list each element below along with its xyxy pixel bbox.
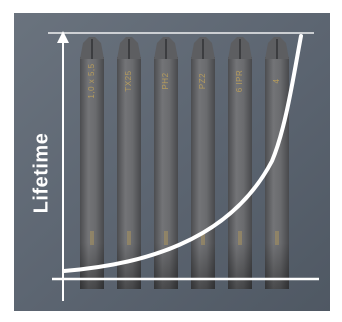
bit-shading bbox=[80, 57, 104, 289]
screwdriver-bits: 1,0 x 5,5 TX25 PH2 PZ2 6 IPR 4 bbox=[80, 37, 289, 289]
bit-4: PZ2 bbox=[191, 37, 215, 289]
axis-label-lifetime: Lifetime bbox=[30, 132, 53, 214]
graphic-frame: 1,0 x 5,5 TX25 PH2 PZ2 6 IPR 4 Lifetime bbox=[14, 13, 330, 311]
bit-shading bbox=[265, 57, 289, 289]
bit-size-mark bbox=[90, 231, 94, 245]
bit-shading bbox=[191, 57, 215, 289]
axis-arrow-icon bbox=[57, 31, 69, 43]
bit-3: PH2 bbox=[154, 37, 178, 289]
bit-2: TX25 bbox=[117, 37, 141, 289]
bit-tip-code: 6 IPR bbox=[235, 70, 244, 93]
bit-6: 4 bbox=[265, 37, 289, 289]
bit-shading bbox=[228, 57, 252, 289]
bit-size-mark bbox=[201, 231, 205, 245]
bit-size-mark bbox=[127, 231, 131, 245]
bit-size-mark bbox=[275, 231, 279, 245]
bit-shading bbox=[117, 57, 141, 289]
bit-tip-code: PZ2 bbox=[198, 73, 207, 89]
bit-5: 6 IPR bbox=[228, 37, 252, 289]
bit-tip-code: 4 bbox=[272, 78, 281, 83]
bit-size-mark bbox=[238, 231, 242, 245]
bit-tip-code: PH2 bbox=[161, 72, 170, 89]
bit-tip-code: 1,0 x 5,5 bbox=[87, 63, 96, 98]
bit-1: 1,0 x 5,5 bbox=[80, 37, 104, 289]
lifetime-curve bbox=[62, 34, 303, 273]
bit-tip-code: TX25 bbox=[124, 70, 133, 91]
lifetime-illustration: 1,0 x 5,5 TX25 PH2 PZ2 6 IPR 4 bbox=[14, 13, 330, 311]
bit-size-mark bbox=[164, 231, 168, 245]
